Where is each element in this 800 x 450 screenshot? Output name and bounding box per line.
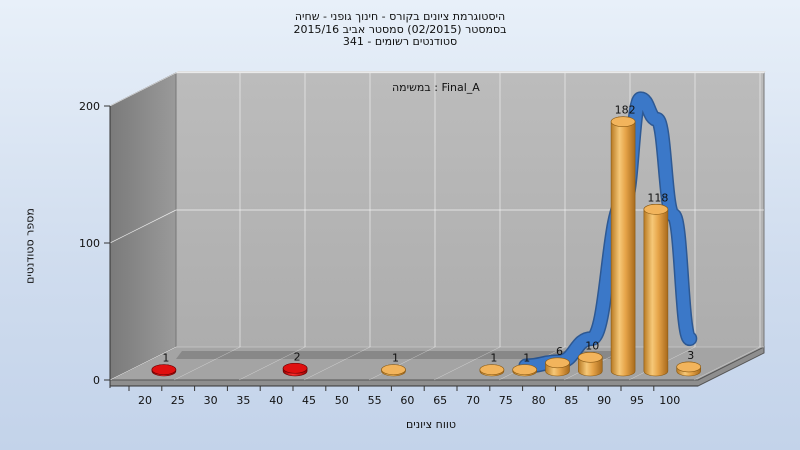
bar-value-label: 182 — [615, 104, 636, 117]
y-tick-label: 100 — [79, 237, 100, 250]
x-tick-label: 100 — [659, 394, 680, 407]
wall-rim — [176, 71, 766, 73]
x-tick-label: 35 — [236, 394, 250, 407]
title-line-1: היסטוגרמת ציונים בקורס - חינוך גופני - ש… — [294, 10, 506, 23]
x-axis-label: טווח ציונים — [406, 418, 456, 431]
chart-title: היסטוגרמת ציונים בקורס - חינוך גופני - ש… — [200, 10, 600, 49]
grid-line-floor — [238, 346, 306, 381]
x-tick-label: 85 — [564, 394, 578, 407]
bar — [577, 351, 603, 377]
data-labels: 1 2 1 1 1 6 10 182 118 3 — [162, 104, 694, 365]
grid-line-floor — [173, 346, 241, 381]
bar-top — [381, 364, 406, 375]
x-tick-label: 80 — [532, 394, 546, 407]
bar — [512, 364, 537, 377]
x-tick-label: 60 — [400, 394, 414, 407]
bar — [545, 357, 570, 377]
bar — [479, 364, 505, 377]
x-tick-labels: 20 25 30 35 40 45 50 55 60 65 70 75 80 85 90 95 100 — [110, 385, 698, 407]
bar — [381, 364, 406, 377]
bar-top — [282, 362, 308, 374]
bar — [676, 361, 701, 377]
y-tick-label: 0 — [93, 374, 100, 387]
x-tick-label: 40 — [269, 394, 283, 407]
bars — [151, 116, 701, 377]
bar-body — [643, 204, 669, 377]
bar-body — [610, 116, 636, 377]
x-tick-label: 50 — [335, 394, 349, 407]
x-tick-label: 55 — [368, 394, 382, 407]
bar-value-label: 10 — [585, 339, 599, 352]
x-tick-label: 25 — [171, 394, 185, 407]
bar — [610, 116, 636, 377]
bar-value-label: 3 — [687, 349, 694, 362]
x-tick-label: 45 — [302, 394, 316, 407]
bar — [151, 364, 177, 377]
y-tick-labels: 0 100 200 — [79, 100, 111, 388]
assignment-label: במשימה : Final_A — [392, 81, 480, 94]
bar-top — [545, 357, 570, 369]
bar-top — [610, 116, 636, 127]
grid-line-floor — [303, 346, 371, 381]
grid-line-side — [109, 72, 177, 107]
x-tick-label: 90 — [597, 394, 611, 407]
x-tick-label: 30 — [204, 394, 218, 407]
bar-top — [512, 364, 537, 375]
bar-value-label: 2 — [294, 350, 301, 363]
title-line-2: בסמסטר (02/2015) סמסטר אביב 2015/16 — [293, 22, 507, 36]
bar-top — [577, 351, 603, 363]
bar-top — [151, 364, 177, 375]
grid-line-floor — [693, 346, 761, 381]
grid-line-floor — [433, 346, 501, 381]
bar — [282, 362, 308, 377]
bar-value-label: 1 — [490, 352, 497, 365]
x-tick-label: 95 — [630, 394, 644, 407]
grid-line-floor — [368, 346, 436, 381]
bar-top — [643, 204, 669, 215]
floor-band — [176, 351, 620, 359]
x-tick-label: 75 — [499, 394, 513, 407]
bar-value-label: 1 — [523, 352, 530, 365]
x-tick-label: 20 — [138, 394, 152, 407]
y-tick-label: 200 — [79, 100, 100, 113]
bar-value-label: 1 — [162, 352, 169, 365]
bar-value-label: 6 — [556, 345, 563, 358]
x-tick-label: 65 — [433, 394, 447, 407]
bar-value-label: 1 — [392, 352, 399, 365]
grid-line-side — [109, 209, 177, 244]
y-axis-label: מספר סטודנטים — [23, 208, 37, 284]
bar-top — [676, 361, 701, 373]
bar — [643, 204, 669, 377]
bar-top — [479, 364, 505, 375]
x-tick-label: 70 — [466, 394, 480, 407]
bar-value-label: 118 — [647, 191, 668, 204]
grid-line-side — [109, 346, 177, 381]
title-line-3: 341 - סטודנטים רשומים — [342, 35, 458, 48]
